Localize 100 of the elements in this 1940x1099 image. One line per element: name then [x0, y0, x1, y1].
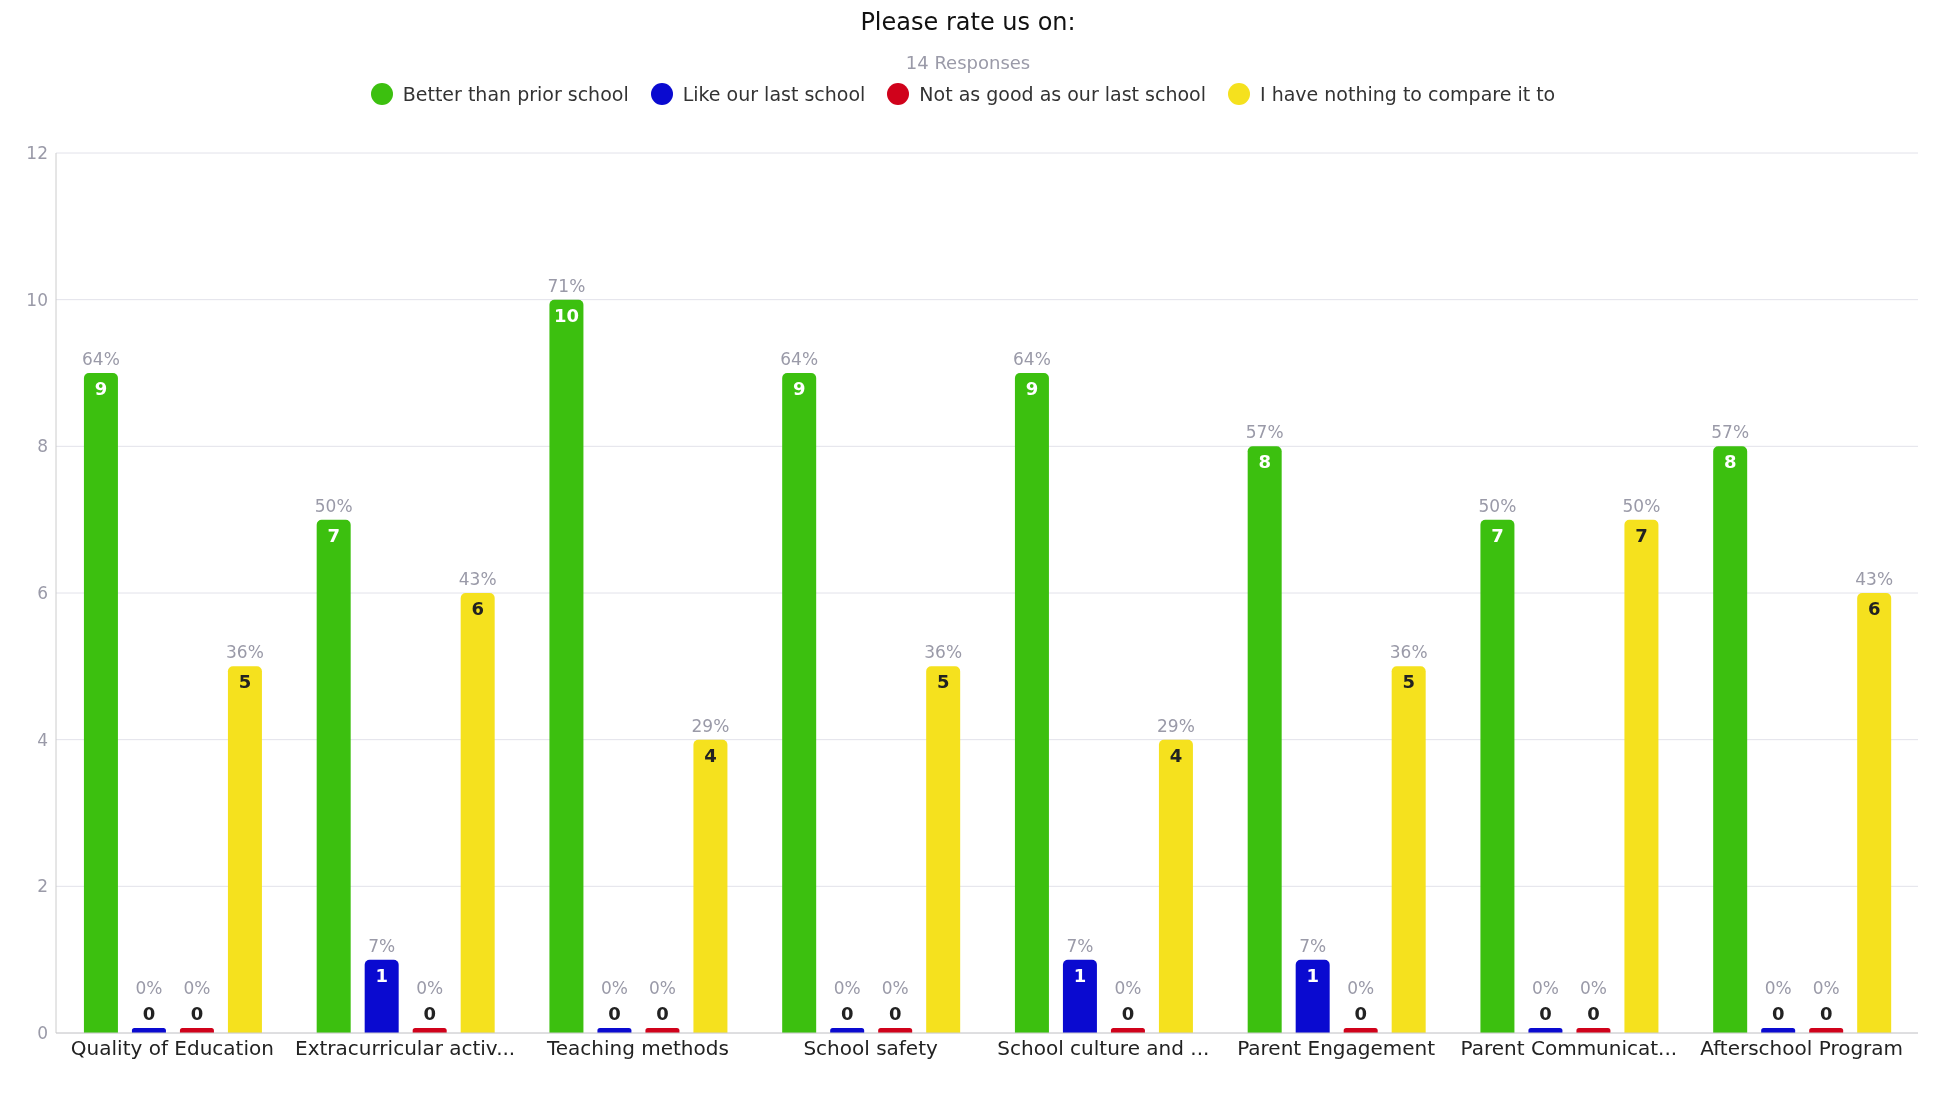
data-label: 6 — [471, 598, 484, 619]
data-label: 6 — [1867, 598, 1881, 619]
x-tick-label: Parent Communicat... — [1460, 1036, 1678, 1061]
annotation: 43% — [1855, 569, 1894, 589]
data-label: 1 — [1306, 964, 1319, 986]
data-label: 1 — [375, 964, 388, 986]
data-label: 0 — [888, 1003, 902, 1024]
bar — [1158, 739, 1193, 1033]
data-label: 0 — [840, 1003, 854, 1024]
bar — [1624, 519, 1659, 1033]
x-tick-label: Afterschool Program — [1700, 1036, 1904, 1061]
annotation: 36% — [924, 642, 963, 663]
annotation: 7% — [1066, 935, 1094, 956]
annotation: 43% — [458, 569, 497, 589]
annotation: 36% — [1389, 642, 1428, 663]
legend-label: Not as good as our last school — [918, 83, 1206, 105]
y-tick-label: 4 — [37, 729, 48, 750]
data-label: 8 — [1723, 451, 1737, 473]
annotation: 0% — [881, 978, 909, 998]
annotation: 50% — [1622, 495, 1661, 516]
y-tick-label: 0 — [37, 1023, 48, 1044]
data-label: 0 — [190, 1003, 204, 1024]
bar — [1247, 446, 1282, 1033]
chart-title: Please rate us on: — [859, 8, 1077, 36]
x-tick-label: Extracurricular activ... — [295, 1036, 516, 1061]
bar — [693, 739, 728, 1033]
bar — [926, 666, 961, 1033]
annotation: 0% — [1764, 978, 1792, 998]
data-label: 8 — [1258, 451, 1271, 473]
data-label: 0 — [142, 1003, 156, 1024]
annotation: 36% — [226, 642, 264, 663]
data-label: 4 — [1169, 744, 1183, 766]
bar — [460, 593, 495, 1033]
x-tick-label: School culture and ... — [997, 1036, 1210, 1061]
annotation: 0% — [1579, 978, 1607, 998]
data-label: 10 — [553, 304, 579, 326]
data-label: 4 — [704, 744, 717, 766]
legend-label: Like our last school — [681, 83, 866, 105]
annotation: 64% — [82, 349, 120, 369]
annotation: 0% — [1114, 978, 1142, 998]
annotation: 0% — [833, 978, 861, 998]
x-tick-label: Quality of Education — [70, 1036, 274, 1061]
data-label: 7 — [1491, 524, 1504, 546]
data-label: 0 — [656, 1003, 669, 1024]
bar — [1391, 666, 1426, 1033]
data-label: 0 — [1539, 1003, 1552, 1024]
bar — [1014, 373, 1049, 1033]
data-label: 1 — [1073, 964, 1087, 986]
data-label: 7 — [1635, 524, 1648, 546]
data-label: 0 — [1771, 1003, 1785, 1024]
annotation: 29% — [1157, 715, 1195, 736]
annotation: 57% — [1245, 422, 1284, 443]
annotation: 0% — [1531, 978, 1559, 998]
data-label: 5 — [936, 671, 950, 693]
annotation: 64% — [1013, 349, 1051, 369]
bar — [782, 373, 817, 1033]
y-tick-label: 12 — [26, 143, 48, 164]
bar — [1857, 593, 1892, 1033]
annotation: 50% — [1478, 495, 1517, 516]
data-label: 9 — [94, 378, 108, 399]
data-label: 0 — [608, 1003, 621, 1024]
annotation: 0% — [183, 978, 211, 998]
bar — [1713, 446, 1748, 1033]
data-label: 0 — [1819, 1003, 1833, 1024]
bar — [549, 299, 584, 1033]
legend-label: Better than prior school — [401, 83, 629, 105]
data-label: 9 — [1025, 378, 1039, 399]
annotation: 0% — [416, 978, 444, 998]
x-tick-label: Parent Engagement — [1237, 1036, 1436, 1061]
annotation: 7% — [368, 935, 396, 956]
data-label: 0 — [1354, 1003, 1367, 1024]
annotation: 50% — [314, 495, 353, 516]
legend-label: I have nothing to compare it to — [1259, 83, 1556, 105]
data-label: 9 — [792, 378, 806, 399]
data-label: 0 — [1587, 1003, 1600, 1024]
annotation: 0% — [648, 978, 676, 998]
y-tick-label: 6 — [37, 583, 48, 604]
data-label: 5 — [238, 671, 252, 693]
chart-subtitle: 14 Responses — [904, 52, 1032, 73]
annotation: 0% — [1347, 978, 1375, 998]
annotation: 7% — [1299, 935, 1327, 956]
data-label: 0 — [1121, 1003, 1135, 1024]
bar — [1480, 519, 1515, 1033]
data-label: 7 — [327, 524, 340, 546]
x-tick-label: School safety — [803, 1036, 939, 1061]
x-tick-label: Teaching methods — [545, 1036, 729, 1061]
y-tick-label: 10 — [26, 289, 48, 310]
bar — [227, 666, 262, 1033]
annotation: 64% — [780, 349, 819, 369]
data-label: 5 — [1402, 671, 1415, 693]
annotation: 0% — [600, 978, 628, 998]
annotation: 0% — [1812, 978, 1840, 998]
annotation: 29% — [691, 715, 730, 736]
y-tick-label: 8 — [37, 436, 48, 457]
annotation: 0% — [135, 978, 163, 998]
annotation: 57% — [1711, 422, 1750, 443]
bar — [316, 519, 351, 1033]
y-tick-label: 2 — [37, 876, 48, 897]
bar — [83, 373, 118, 1033]
annotation: 71% — [547, 275, 586, 296]
